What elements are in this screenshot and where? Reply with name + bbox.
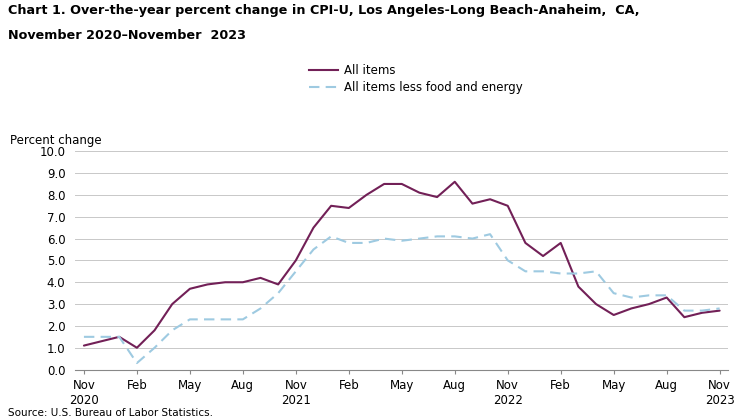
Text: Percent change: Percent change (10, 134, 101, 147)
All items (521, 240, 530, 245)
All items (680, 315, 689, 320)
All items less food and energy (574, 271, 583, 276)
All items less food and energy (468, 236, 477, 241)
All items (185, 286, 195, 291)
All items (238, 280, 247, 285)
All items (662, 295, 671, 300)
All items (256, 276, 265, 281)
All items (698, 310, 707, 315)
All items less food and energy (238, 317, 247, 322)
All items (327, 203, 336, 208)
All items less food and energy (256, 306, 265, 311)
All items (309, 225, 318, 230)
All items less food and energy (115, 334, 124, 339)
All items (574, 284, 583, 289)
Text: Source: U.S. Bureau of Labor Statistics.: Source: U.S. Bureau of Labor Statistics. (8, 408, 213, 418)
All items (362, 192, 371, 197)
All items less food and energy (291, 269, 300, 274)
All items less food and energy (715, 306, 724, 311)
All items less food and energy (167, 328, 176, 333)
All items less food and energy (379, 236, 388, 241)
All items (132, 345, 141, 350)
All items less food and energy (273, 291, 282, 296)
All items less food and energy (433, 234, 442, 239)
All items less food and energy (309, 247, 318, 252)
All items (486, 197, 495, 202)
All items (433, 194, 442, 200)
All items less food and energy (521, 269, 530, 274)
All items less food and energy (132, 360, 141, 365)
All items less food and energy (486, 232, 495, 237)
All items less food and energy (592, 269, 601, 274)
All items less food and energy (221, 317, 230, 322)
All items (503, 203, 512, 208)
All items less food and energy (556, 271, 566, 276)
All items less food and energy (698, 308, 707, 313)
All items (167, 302, 176, 307)
All items less food and energy (680, 308, 689, 313)
All items (556, 240, 566, 245)
All items (80, 343, 89, 348)
Line: All items: All items (84, 182, 719, 348)
All items less food and energy (415, 236, 424, 241)
Text: November 2020–November  2023: November 2020–November 2023 (8, 29, 246, 42)
All items (451, 179, 460, 184)
All items less food and energy (150, 345, 159, 350)
All items (609, 312, 618, 318)
All items less food and energy (538, 269, 547, 274)
All items less food and energy (627, 295, 636, 300)
All items (203, 282, 212, 287)
All items (344, 205, 353, 210)
All items (538, 254, 547, 259)
All items (592, 302, 601, 307)
All items (379, 181, 388, 186)
All items (397, 181, 406, 186)
All items less food and energy (362, 240, 371, 245)
All items less food and energy (97, 334, 106, 339)
All items less food and energy (203, 317, 212, 322)
All items less food and energy (397, 238, 406, 243)
All items (644, 302, 653, 307)
All items (150, 328, 159, 333)
Line: All items less food and energy: All items less food and energy (84, 234, 719, 363)
All items (115, 334, 124, 339)
All items less food and energy (344, 240, 353, 245)
All items less food and energy (185, 317, 195, 322)
All items (97, 339, 106, 344)
All items (415, 190, 424, 195)
All items less food and energy (662, 293, 671, 298)
All items less food and energy (503, 258, 512, 263)
All items (273, 282, 282, 287)
All items (627, 306, 636, 311)
Legend: All items, All items less food and energy: All items, All items less food and energ… (303, 60, 527, 98)
All items less food and energy (451, 234, 460, 239)
All items less food and energy (609, 291, 618, 296)
All items (468, 201, 477, 206)
All items (291, 258, 300, 263)
All items less food and energy (644, 293, 653, 298)
All items less food and energy (80, 334, 89, 339)
All items less food and energy (327, 234, 336, 239)
All items (715, 308, 724, 313)
All items (221, 280, 230, 285)
Text: Chart 1. Over-the-year percent change in CPI-U, Los Angeles-Long Beach-Anaheim, : Chart 1. Over-the-year percent change in… (8, 4, 639, 17)
